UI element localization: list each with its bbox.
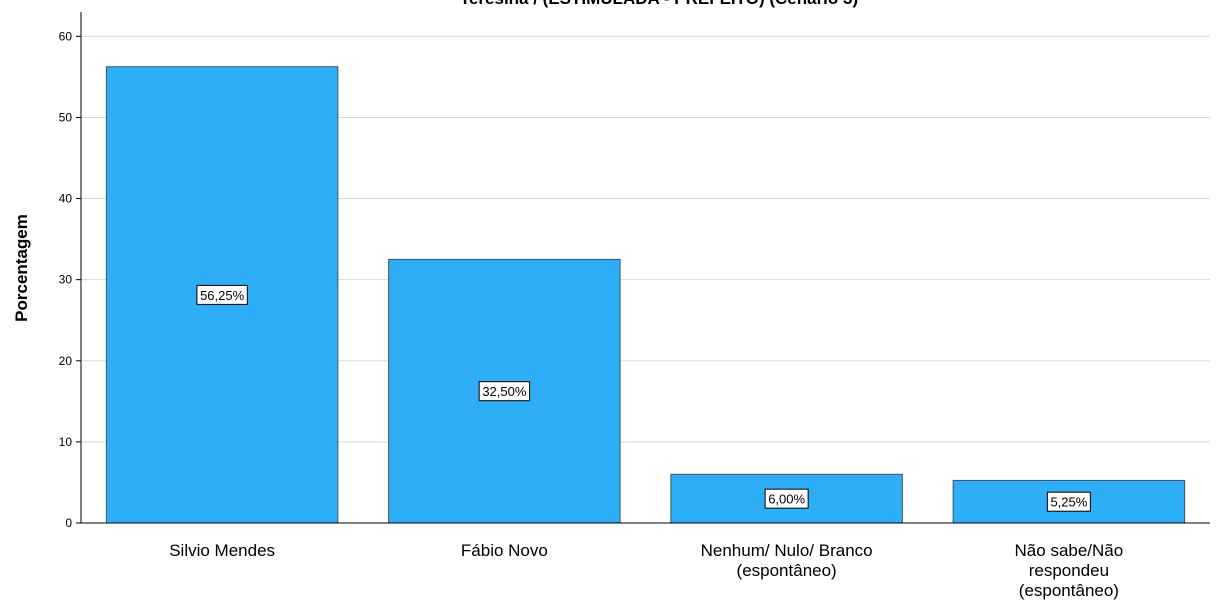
y-tick-labels: 0 10 20 30 40 50 60 <box>59 29 81 530</box>
x-category-label: Silvio Mendes <box>169 541 275 560</box>
x-category-label: respondeu <box>1029 561 1109 580</box>
y-axis-title: Porcentagem <box>12 214 31 322</box>
bar <box>670 473 903 524</box>
x-category-label: (espontâneo) <box>737 561 837 580</box>
x-category-label: Nenhum/ Nulo/ Branco <box>701 541 873 560</box>
data-label-box <box>1046 491 1091 512</box>
y-tick-label: 10 <box>59 435 73 449</box>
data-label: 5,25% <box>1050 495 1087 510</box>
y-tick-label: 50 <box>59 110 73 124</box>
y-tick-label: 60 <box>59 29 73 43</box>
y-tick-label: 20 <box>59 354 73 368</box>
y-tick-label: 30 <box>59 273 73 287</box>
data-label: 32,50% <box>482 384 527 399</box>
x-category-label: Fábio Novo <box>461 541 548 560</box>
y-tick-label: 0 <box>65 516 72 530</box>
x-category-labels: Silvio Mendes Fábio Novo Nenhum/ Nulo/ Bra… <box>169 541 1123 600</box>
data-label: 56,25% <box>200 288 245 303</box>
x-category-label: Não sabe/Não <box>1015 541 1124 560</box>
y-tick-label: 40 <box>59 192 73 206</box>
chart-title: Teresina / (ESTIMULADA - PREFEITO) (Cená… <box>460 0 858 8</box>
axes <box>80 12 1210 524</box>
bars: 56,25% 32,50% 6,00% 5,25% <box>105 66 1186 524</box>
data-label-box <box>196 284 248 305</box>
data-label-box <box>764 488 809 509</box>
x-category-label: (espontâneo) <box>1019 581 1119 600</box>
data-label-box <box>478 381 531 402</box>
data-label: 6,00% <box>768 492 805 507</box>
